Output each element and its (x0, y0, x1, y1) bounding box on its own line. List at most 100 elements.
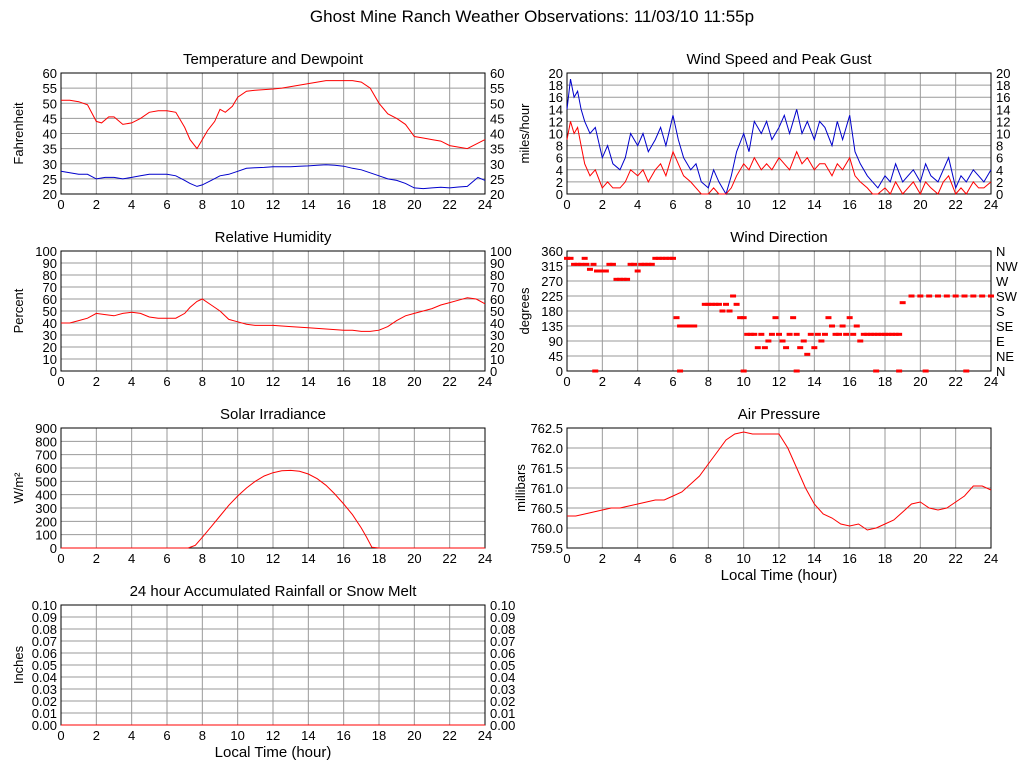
y-tick-label-right: 14 (996, 102, 1010, 117)
x-tick-label: 10 (736, 197, 750, 212)
chart-title: Air Pressure (738, 406, 821, 423)
x-tick-label: 8 (199, 728, 206, 743)
data-point (691, 324, 698, 328)
y-tick-label: 8 (556, 139, 563, 154)
y-tick-label-right: 30 (490, 328, 504, 343)
x-tick-label: 24 (984, 374, 998, 389)
y-tick-label: 225 (541, 289, 563, 304)
chart-title: Wind Direction (730, 229, 828, 246)
x-tick-label: 22 (948, 551, 962, 566)
y-tick-label-right: 18 (996, 78, 1010, 93)
x-tick-label: 0 (563, 197, 570, 212)
y-tick-label-right: N (996, 364, 1005, 379)
data-point (797, 346, 804, 350)
data-point (655, 256, 662, 260)
y-tick-label-right: 30 (490, 157, 504, 172)
y-tick-label: 4 (556, 163, 563, 178)
x-tick-label: 20 (913, 551, 927, 566)
x-tick-label: 4 (128, 197, 135, 212)
y-tick-label: 100 (35, 244, 57, 259)
data-point (627, 262, 634, 266)
data-point (892, 332, 899, 336)
x-tick-label: 18 (372, 551, 386, 566)
x-tick-label: 6 (163, 197, 170, 212)
data-point (765, 339, 772, 343)
data-point (853, 324, 860, 328)
y-tick-label-right: 0.09 (490, 610, 515, 625)
data-point (662, 256, 669, 260)
y-tick-label: 0 (556, 187, 563, 202)
y-tick-label: 30 (43, 328, 57, 343)
x-tick-label: 12 (266, 197, 280, 212)
data-point (943, 294, 950, 298)
data-point (839, 324, 846, 328)
y-tick-label: 315 (541, 259, 563, 274)
y-tick-label: 0 (50, 364, 57, 379)
data-point (786, 332, 793, 336)
data-point (793, 369, 800, 373)
data-point (666, 256, 673, 260)
data-point (772, 316, 779, 320)
y-tick-label: 0.04 (32, 670, 57, 685)
y-tick-label-right: 2 (996, 175, 1003, 190)
y-tick-label: 30 (43, 157, 57, 172)
x-tick-label: 14 (807, 374, 821, 389)
data-point (804, 352, 811, 356)
data-point (631, 262, 638, 266)
x-tick-label: 2 (93, 551, 100, 566)
y-tick-label-right: S (996, 304, 1005, 319)
x-tick-label: 12 (772, 551, 786, 566)
y-tick-label: 760.5 (530, 501, 563, 516)
data-point (814, 332, 821, 336)
y-tick-label: 800 (35, 434, 57, 449)
series-line (566, 79, 992, 196)
data-point (705, 302, 712, 306)
data-point (836, 332, 843, 336)
y-tick-label: 0.07 (32, 634, 57, 649)
x-tick-label: 4 (128, 728, 135, 743)
chart-rainfall: 24 hour Accumulated Rainfall or Snow Mel… (11, 583, 515, 761)
data-point (715, 302, 722, 306)
y-tick-label-right: 20 (490, 187, 504, 202)
data-point (670, 256, 676, 260)
x-tick-label: 0 (57, 197, 64, 212)
data-point (574, 262, 581, 266)
data-point (871, 332, 878, 336)
data-point (961, 294, 968, 298)
data-point (850, 332, 857, 336)
data-point (776, 332, 782, 336)
y-tick-label: 0.09 (32, 610, 57, 625)
data-point (790, 316, 797, 320)
x-tick-label: 16 (336, 197, 350, 212)
data-point (564, 256, 570, 260)
data-point (701, 302, 708, 306)
data-point (684, 324, 691, 328)
data-point (726, 309, 733, 313)
x-tick-label: 14 (807, 551, 821, 566)
x-tick-label: 24 (478, 374, 492, 389)
data-point (885, 332, 892, 336)
y-tick-label: 0 (556, 364, 563, 379)
data-point (641, 262, 648, 266)
y-tick-label: 300 (35, 501, 57, 516)
x-tick-label: 22 (442, 374, 456, 389)
x-tick-label: 10 (230, 728, 244, 743)
x-axis-label: Local Time (hour) (721, 567, 838, 584)
data-point (581, 256, 588, 260)
data-point (677, 369, 684, 373)
x-tick-label: 0 (57, 374, 64, 389)
data-point (648, 262, 655, 266)
y-tick-label-right: 70 (490, 280, 504, 295)
data-point (723, 302, 729, 306)
x-tick-label: 20 (407, 551, 421, 566)
y-tick-label-right: 60 (490, 66, 504, 81)
x-tick-label: 6 (669, 551, 676, 566)
y-tick-label-right: 0.03 (490, 682, 515, 697)
y-axis-label: millibars (513, 464, 528, 512)
series-line (61, 297, 486, 332)
y-axis-label: degrees (517, 287, 532, 334)
y-tick-label-right: 0.01 (490, 706, 515, 721)
x-tick-label: 16 (842, 374, 856, 389)
